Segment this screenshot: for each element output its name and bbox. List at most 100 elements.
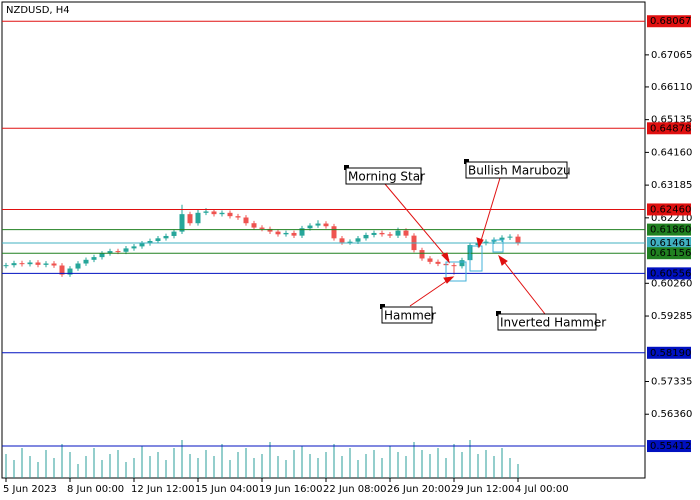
candle-body <box>11 263 17 266</box>
candle-body <box>139 243 145 247</box>
level-label: 0.55412 <box>650 441 691 452</box>
x-tick-label: 26 Jun 20:00 <box>387 484 451 495</box>
candle-body <box>235 216 241 218</box>
candle-body <box>491 239 497 242</box>
candle-body <box>499 237 505 240</box>
level-label-box <box>647 223 691 236</box>
candle-body <box>195 212 201 224</box>
arrow <box>479 177 501 245</box>
level-label: 0.62460 <box>650 204 691 215</box>
x-tick-label: 5 Jun 2023 <box>3 484 57 495</box>
y-tick-label: 0.62210 <box>651 213 692 224</box>
y-tick-label: 0.57335 <box>651 376 692 387</box>
candle-body <box>387 234 393 236</box>
candle-body <box>355 238 361 242</box>
candle-body <box>339 238 345 243</box>
arrowhead <box>443 276 455 284</box>
candle-body <box>427 258 433 262</box>
candle-body <box>83 259 89 264</box>
candle-body <box>227 212 233 217</box>
candle-body <box>507 236 513 238</box>
candle-body <box>67 268 73 275</box>
y-tick-label: 0.60260 <box>651 278 692 289</box>
candle-body <box>459 260 465 267</box>
x-tick-label: 22 Jun 08:00 <box>323 484 387 495</box>
candle-body <box>283 232 289 235</box>
candle-body <box>291 232 297 236</box>
candle-body <box>123 248 129 252</box>
plot-frame <box>1 1 646 479</box>
level-label-box <box>647 267 691 280</box>
y-tick-label: 0.66110 <box>651 82 692 93</box>
candle-body <box>43 263 49 265</box>
level-label-box <box>647 440 691 453</box>
label-box <box>465 161 568 179</box>
candle-body <box>307 225 313 229</box>
candle-body <box>51 263 57 266</box>
candle-body <box>59 265 65 275</box>
candle-body <box>435 261 441 264</box>
candle-body <box>219 212 225 215</box>
candle-body <box>27 262 33 265</box>
x-tick-label: 12 Jun 12:00 <box>131 484 195 495</box>
label-box <box>345 167 422 185</box>
x-tick-label: 29 Jun 12:00 <box>451 484 515 495</box>
candle-body <box>515 236 521 244</box>
candle-body <box>315 223 321 226</box>
pattern-box <box>469 245 483 272</box>
candle-body <box>3 265 9 267</box>
level-label-box <box>647 247 691 260</box>
x-tick-label: 15 Jun 04:00 <box>195 484 259 495</box>
level-label: 0.61461 <box>650 238 691 249</box>
candle-body <box>331 226 337 239</box>
candle-body <box>243 217 249 224</box>
candle-body <box>91 257 97 260</box>
annotation: Bullish Marubozu <box>468 164 571 178</box>
y-tick-label: 0.56360 <box>651 409 692 420</box>
arrowhead <box>498 254 508 266</box>
candle-body <box>451 265 457 267</box>
candle-body <box>171 231 177 236</box>
candle-body <box>403 230 409 236</box>
candle-body <box>163 235 169 239</box>
x-tick-label: 4 Jul 00:00 <box>515 484 569 495</box>
y-tick-label: 0.65135 <box>651 115 692 126</box>
arrow <box>500 257 546 315</box>
arrowhead <box>441 252 450 264</box>
candle-body <box>187 214 193 224</box>
annotations <box>344 159 597 331</box>
arrow <box>384 183 450 261</box>
level-label: 0.68067 <box>650 16 691 27</box>
level-label-box <box>647 346 691 359</box>
candle-body <box>115 251 121 253</box>
x-tick-label: 19 Jun 16:00 <box>259 484 323 495</box>
level-label-box <box>647 122 691 135</box>
label-box <box>497 313 597 331</box>
y-tick-label: 0.67065 <box>651 50 692 61</box>
candle-body <box>75 263 81 269</box>
candle-body <box>35 262 41 265</box>
level-label: 0.61156 <box>650 248 691 259</box>
candle-body <box>299 228 305 236</box>
candle-body <box>395 230 401 236</box>
level-label-box <box>647 203 691 216</box>
candle-body <box>147 241 153 244</box>
candle-body <box>107 251 113 254</box>
annotation: Morning Star <box>348 170 425 184</box>
level-label-box <box>647 236 691 249</box>
level-label: 0.58190 <box>650 348 691 359</box>
candle-body <box>419 250 425 259</box>
pattern-box <box>492 239 504 253</box>
x-tick-label: 8 Jun 00:00 <box>67 484 124 495</box>
y-tick-label: 0.63185 <box>651 180 692 191</box>
y-tick-label: 0.64160 <box>651 147 692 158</box>
arrow <box>409 277 452 307</box>
candle-body <box>267 228 273 232</box>
arrowhead <box>476 237 484 249</box>
candle-body <box>251 223 257 228</box>
candle-body <box>155 238 161 242</box>
chart-title: NZDUSD, H4 <box>6 5 70 16</box>
candle-body <box>99 253 105 258</box>
level-label: 0.61860 <box>650 225 691 236</box>
candle-body <box>211 211 217 215</box>
